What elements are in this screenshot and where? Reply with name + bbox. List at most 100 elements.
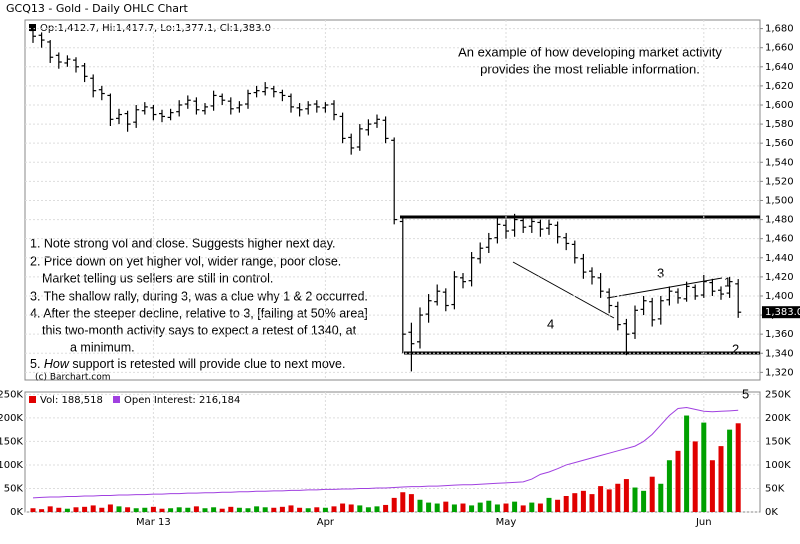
volume-bar — [727, 429, 733, 512]
volume-bar — [56, 507, 62, 512]
y-tick-label: 50K — [4, 483, 24, 494]
volume-bar — [675, 450, 681, 512]
volume-bar — [30, 508, 36, 512]
note: 2. Price down on yet higher vol, wider r… — [30, 254, 341, 268]
volume-bar — [529, 502, 535, 512]
volume-bar — [692, 441, 698, 512]
legend-label: Vol: 188,518 — [40, 395, 103, 406]
volume-bar — [563, 496, 569, 512]
y-tick-label: 150K — [765, 436, 791, 447]
volume-bar — [701, 422, 707, 512]
volume-bar — [219, 508, 225, 512]
volume-bar — [193, 506, 199, 512]
volume-bar — [159, 508, 165, 512]
volume-bar — [477, 502, 483, 512]
volume-bar — [589, 494, 595, 512]
volume-bar — [417, 499, 423, 512]
note: 5. How support is retested will provide … — [30, 357, 345, 371]
volume-legend: Vol: 188,518 Open Interest: 216,184 — [29, 395, 240, 406]
volume-bar — [434, 503, 440, 512]
volume-bar — [606, 489, 612, 512]
volume-bar — [658, 483, 664, 512]
x-tick-label: Jun — [695, 517, 712, 528]
y-tick-label: 1,540 — [765, 157, 794, 168]
volume-bar — [357, 505, 363, 512]
y-tick-label: 1,680 — [765, 24, 794, 35]
y-tick-label: 100K — [765, 460, 791, 471]
legend-swatch — [29, 396, 36, 403]
y-tick-label: 150K — [0, 436, 23, 447]
ohlc-legend: Op:1,412.7, Hi:1,417.7, Lo:1,377.1, Cl:1… — [40, 23, 271, 34]
volume-bar — [443, 501, 449, 512]
y-tick-label: 1,320 — [765, 367, 794, 378]
volume-bar — [408, 494, 414, 512]
volume-bar — [142, 507, 148, 512]
x-tick-label: Mar 13 — [136, 517, 171, 528]
volume-bar — [254, 506, 260, 512]
volume-bar — [64, 508, 70, 512]
y-tick-label: 250K — [765, 389, 791, 400]
label: 2 — [732, 341, 739, 356]
volume-bar — [211, 507, 217, 512]
volume-bar — [649, 476, 655, 512]
trend-line — [606, 277, 723, 299]
label: 1 — [724, 274, 731, 289]
volume-bar — [486, 500, 492, 512]
volume-bar — [314, 507, 320, 512]
y-tick-label: 1,400 — [765, 291, 794, 302]
volume-bar — [469, 505, 475, 512]
x-tick-label: Apr — [317, 517, 335, 528]
volume-bar — [735, 423, 741, 512]
y-tick-label: 1,520 — [765, 176, 794, 187]
y-tick-label: 1,640 — [765, 62, 794, 73]
volume-bar — [82, 506, 88, 512]
volume-bar — [572, 493, 578, 512]
volume-bar — [365, 507, 371, 512]
volume-bar — [718, 446, 724, 512]
volume-bar — [236, 507, 242, 512]
volume-bar — [262, 507, 268, 512]
last-price-tag — [762, 306, 800, 319]
volume-bar — [400, 492, 406, 512]
volume-bar — [555, 499, 561, 512]
volume-bar — [185, 507, 191, 512]
volume-bar — [331, 506, 337, 512]
x-tick-label: May — [496, 517, 517, 528]
trend-line — [512, 261, 615, 319]
volume-bar — [340, 503, 346, 512]
open-interest-line — [32, 407, 739, 499]
volume-bar — [580, 490, 586, 512]
volume-bar — [383, 504, 389, 512]
volume-bar — [168, 508, 174, 512]
label: 4 — [547, 316, 554, 331]
last-price-label: 1,383.0 — [765, 307, 800, 318]
volume-bar — [666, 460, 672, 512]
y-tick-label: 1,440 — [765, 253, 794, 264]
volume-bar — [348, 504, 354, 512]
y-tick-label: 1,660 — [765, 43, 794, 54]
volume-bar — [451, 504, 457, 512]
note: Market telling us sellers are still in c… — [42, 271, 273, 285]
volume-bar — [176, 507, 182, 512]
copyright: (c) Barchart.com — [35, 373, 111, 383]
volume-bar — [245, 508, 251, 512]
volume-bar — [305, 508, 311, 512]
volume-bar — [546, 497, 552, 512]
volume-bar — [133, 508, 139, 512]
label: 3 — [657, 265, 664, 280]
y-tick-label: 1,500 — [765, 195, 794, 206]
y-tick-label: 1,420 — [765, 272, 794, 283]
volume-bar — [202, 508, 208, 512]
y-tick-label: 1,600 — [765, 100, 794, 111]
volume-bar — [426, 502, 432, 512]
legend-swatch — [113, 396, 120, 403]
volume-bar — [288, 505, 294, 512]
note: this two-month activity says to expect a… — [42, 323, 357, 337]
volume-bar — [709, 460, 715, 512]
volume-bar — [125, 507, 131, 512]
note: 5. — [30, 357, 44, 371]
volume-bar — [279, 506, 285, 512]
volume-bar — [116, 506, 122, 512]
